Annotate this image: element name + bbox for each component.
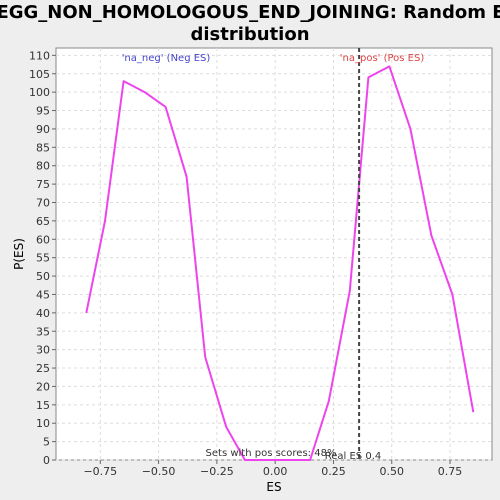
- y-tick-label: 70: [36, 197, 50, 210]
- y-tick-label: 65: [36, 215, 50, 228]
- grid: [56, 48, 492, 461]
- neg-es-label: 'na_neg' (Neg ES): [122, 53, 211, 64]
- y-tick-label: 0: [43, 454, 50, 467]
- y-axis-title: P(ES): [12, 238, 26, 270]
- y-tick-label: 100: [29, 86, 50, 99]
- y-tick-label: 50: [36, 270, 50, 283]
- y-tick-label: 85: [36, 141, 50, 154]
- y-tick-label: 90: [36, 123, 50, 136]
- y-tick-label: 20: [36, 380, 50, 393]
- pos-scores-text: Sets with pos scores: 48%: [206, 448, 337, 459]
- y-tick-label: 105: [29, 68, 50, 81]
- y-tick-label: 75: [36, 178, 50, 191]
- y-tick-label: 25: [36, 362, 50, 375]
- es-distribution-line: [85, 65, 475, 461]
- y-tick-label: 15: [36, 399, 50, 412]
- y-tick-label: 110: [29, 49, 50, 62]
- x-tick-label: 0.50: [379, 465, 404, 478]
- pos-es-label: 'na_pos' (Pos ES): [340, 53, 425, 64]
- series-layer: [85, 65, 475, 461]
- x-tick-label: −0.50: [142, 465, 176, 478]
- y-tick-label: 10: [36, 417, 50, 430]
- x-tick-label: −0.25: [200, 465, 234, 478]
- x-tick-label: 0.75: [438, 465, 463, 478]
- plot-area: [55, 47, 493, 461]
- y-tick-label: 55: [36, 252, 50, 265]
- y-tick-label: 30: [36, 344, 50, 357]
- x-axis-title: ES: [266, 480, 281, 494]
- chart-title-line-2: distribution: [190, 24, 309, 45]
- y-tick-label: 5: [43, 436, 50, 449]
- axis-ticks: 0 5 10 15 20 25 30 35 40 45 50 55 60 65 70 75 80 85 90 95 10…: [29, 49, 462, 478]
- y-tick-label: 60: [36, 233, 50, 246]
- x-tick-label: −0.75: [83, 465, 117, 478]
- y-tick-label: 35: [36, 325, 50, 338]
- y-tick-label: 45: [36, 288, 50, 301]
- y-tick-label: 80: [36, 160, 50, 173]
- real-es-label: Real ES 0.4: [325, 451, 381, 462]
- y-tick-label: 40: [36, 307, 50, 320]
- y-tick-label: 95: [36, 105, 50, 118]
- x-tick-label: 0.25: [321, 465, 346, 478]
- chart-title-line-1: KEGG_NON_HOMOLOGOUS_END_JOINING: Random …: [0, 2, 500, 23]
- x-tick-label: 0.00: [263, 465, 288, 478]
